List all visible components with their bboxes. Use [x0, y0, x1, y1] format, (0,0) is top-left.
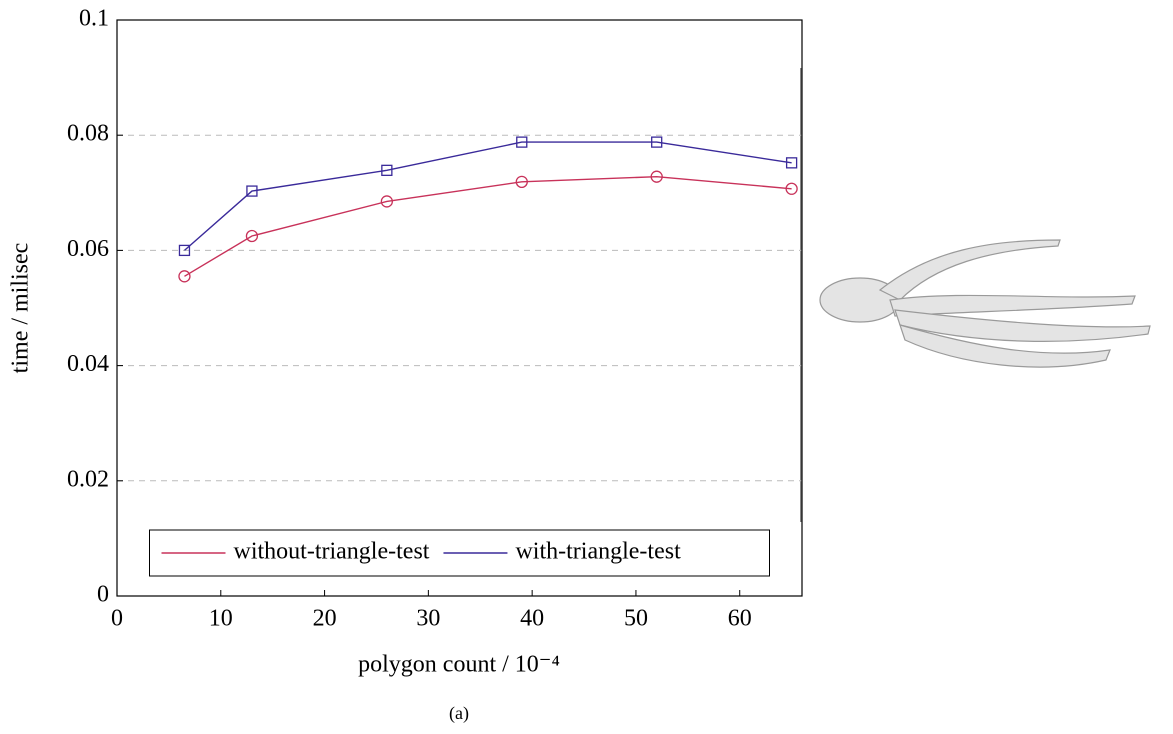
marker — [650, 170, 663, 183]
series-line — [183, 141, 792, 251]
y-axis-label: time / milisec — [8, 243, 34, 374]
marker — [380, 195, 393, 208]
plot-frame — [116, 19, 803, 597]
x-tick-label: 30 — [416, 606, 440, 632]
hand-illustration — [800, 68, 1151, 522]
y-tick-label: 0.06 — [67, 236, 109, 262]
y-tick-label: 0.08 — [67, 121, 109, 147]
y-tick-label: 0 — [97, 582, 109, 608]
series-line — [184, 175, 792, 277]
marker — [381, 164, 393, 176]
x-tick-label: 60 — [728, 606, 752, 632]
y-tick-label: 0.1 — [79, 6, 109, 32]
marker — [515, 175, 528, 189]
x-tick-label: 10 — [209, 606, 233, 632]
marker — [785, 182, 798, 195]
x-tick-label: 0 — [111, 606, 123, 632]
y-tick-label: 0.02 — [67, 466, 109, 492]
legend-box — [149, 529, 770, 577]
marker — [651, 136, 663, 148]
y-tick-label: 0.04 — [67, 351, 109, 377]
caption: (a) — [449, 703, 469, 724]
x-tick-label: 20 — [313, 606, 337, 632]
x-tick-label: 50 — [624, 606, 648, 632]
marker — [178, 244, 191, 257]
marker — [246, 185, 258, 197]
legend-label: with-triangle-test — [515, 539, 681, 565]
marker — [516, 136, 528, 148]
x-tick-label: 40 — [520, 606, 544, 632]
x-axis-label: polygon count / 10⁻⁴ — [358, 652, 560, 678]
legend-label: without-triangle-test — [234, 539, 430, 565]
marker — [785, 157, 798, 169]
marker — [245, 229, 259, 243]
marker — [178, 270, 191, 283]
